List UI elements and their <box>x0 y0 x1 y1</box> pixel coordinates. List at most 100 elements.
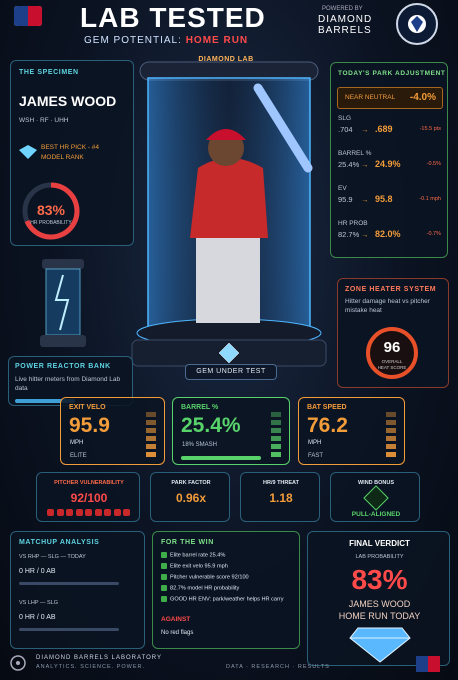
matchup-bar <box>19 582 119 585</box>
label-line: OVERALL <box>381 359 403 364</box>
metric-tag: FAST <box>308 453 324 459</box>
meter-segment <box>271 444 281 449</box>
meter-segment <box>146 412 156 417</box>
matchup-value: 0 HR / 0 AB <box>19 568 56 575</box>
meter-segment <box>386 444 396 449</box>
stat-panel: PITCHER VULNERABILITY 92/100 <box>36 472 140 522</box>
park-row-label: SLG <box>338 115 352 122</box>
powered-by: POWERED BY <box>322 6 363 12</box>
heat-gauge <box>366 327 418 379</box>
stat-label: PITCHER VULNERABILITY <box>54 480 124 486</box>
league-logo <box>14 6 42 26</box>
matchup-panel: MATCHUP ANALYSIS VS RHP — SLG — TODAY 0 H… <box>10 531 145 649</box>
reactor-illustration <box>40 259 86 347</box>
check-icon <box>161 596 167 602</box>
win-item: Pitcher vulnerable score 92/100 <box>161 574 249 580</box>
park-arrow: → <box>361 230 369 239</box>
brand-badge <box>396 3 438 45</box>
brand: DIAMOND BARRELS <box>318 14 372 36</box>
stat-value: 0.96x <box>175 491 207 505</box>
meter-segment <box>75 509 83 516</box>
verdict-label: LAB PROBABILITY <box>355 554 404 560</box>
park-arrow: → <box>361 195 369 204</box>
against-title: AGAINST <box>161 616 191 623</box>
hr-probability-label: HR PROBABILITY <box>30 220 72 226</box>
label-line: HEAT SCORE <box>377 365 407 370</box>
metric-value: 76.2 <box>307 414 348 437</box>
stat-label: HR/9 THREAT <box>263 480 299 486</box>
title: LAB TESTED <box>80 2 266 33</box>
meter-segment <box>94 509 102 516</box>
verdict-line: HOME RUN TODAY <box>338 611 421 621</box>
win-text: GOOD HR ENV: park/weather helps HR carry <box>170 596 284 603</box>
matchup-label: VS LHP — SLG <box>19 600 59 606</box>
matchup-label: VS RHP — SLG — TODAY <box>19 554 86 560</box>
park-delta: -0.7% <box>426 231 441 237</box>
subtitle-text: GEM POTENTIAL: <box>84 35 182 46</box>
park-from: .704 <box>338 125 353 134</box>
check-icon <box>161 585 167 591</box>
status-value: -4.0% <box>409 92 436 103</box>
win-item: 82.7% model HR probability <box>161 585 239 591</box>
pick-line: BEST HR PICK - #4 <box>41 144 100 151</box>
park-arrow: → <box>361 160 369 169</box>
league-logo <box>416 656 440 672</box>
against-item: No red flags <box>161 630 194 636</box>
metric-tag: ELITE <box>70 453 87 459</box>
verdict-line: JAMES WOOD <box>348 599 411 609</box>
panel-title: MATCHUP ANALYSIS <box>19 539 100 546</box>
brand-line: DIAMOND <box>318 14 373 25</box>
meter-segment <box>386 420 396 425</box>
park-row-label: EV <box>338 185 347 192</box>
park-from: 25.4% <box>338 160 360 169</box>
meter-segment <box>271 436 281 441</box>
zone-desc: Hitter damage heat vs pitcher mistake he… <box>345 298 430 314</box>
meter-segment <box>271 428 281 433</box>
diamond-icon <box>19 145 37 159</box>
pick: BEST HR PICK - #4 MODEL RANK <box>41 143 99 163</box>
heat-score-label: OVERALL HEAT SCORE <box>362 359 422 371</box>
matchup-value: 0 HR / 0 AB <box>19 614 56 621</box>
panel-title: ZONE HEATER SYSTEM <box>345 286 437 293</box>
park-status: NEAR NEUTRAL -4.0% <box>337 87 443 109</box>
park-delta: -0.1 mph <box>419 196 441 202</box>
capsule-badge: DIAMOND LAB <box>198 56 254 63</box>
check-icon <box>161 563 167 569</box>
park-arrow: → <box>361 125 369 134</box>
meter-segment <box>271 412 281 417</box>
metric-label: EXIT VELO <box>69 404 106 411</box>
hazard-icon <box>10 655 26 671</box>
wind-arrow <box>363 485 389 511</box>
meter-segment <box>146 452 156 457</box>
park-from: 82.7% <box>338 230 360 239</box>
stat-panel: HR/9 THREAT 1.18 <box>240 472 320 522</box>
stat-panel: PARK FACTOR 0.96x <box>150 472 230 522</box>
verdict-panel: FINAL VERDICT LAB PROBABILITY 83% JAMES … <box>307 531 450 666</box>
meter-segment <box>66 509 73 516</box>
metric-panel: BAT SPEED 76.2 MPH FAST <box>298 397 405 465</box>
check-icon <box>161 552 167 558</box>
metric-label: BAT SPEED <box>307 404 347 411</box>
meter-segment <box>146 444 156 449</box>
park-from: 95.9 <box>338 195 353 204</box>
panel-title: POWER REACTOR BANK <box>15 363 111 370</box>
pick-line: MODEL RANK <box>41 154 84 161</box>
capsule-illustration <box>131 61 327 367</box>
hr-gauge <box>22 182 80 240</box>
park-to: .689 <box>375 124 393 134</box>
metric-unit: MPH <box>308 440 322 446</box>
footer-links: DATA · RESEARCH · RESULTS <box>226 664 330 670</box>
brand-line: BARRELS <box>318 25 372 36</box>
verdict-text: JAMES WOOD HOME RUN TODAY <box>308 598 451 622</box>
meter-segment <box>271 420 281 425</box>
park-delta: -15.5 pts <box>419 126 441 132</box>
park-row-label: HR PROB <box>338 220 368 227</box>
meter-segment <box>113 509 121 516</box>
meter-segment <box>386 412 396 417</box>
meter-segment <box>146 436 156 441</box>
stat-label: WIND BONUS <box>357 480 395 486</box>
meter-segment <box>123 509 130 516</box>
metric-unit: MPH <box>70 440 84 446</box>
park-delta: -0.5% <box>426 161 441 167</box>
park-panel: TODAY'S PARK ADJUSTMENT NEAR NEUTRAL -4.… <box>330 62 448 258</box>
